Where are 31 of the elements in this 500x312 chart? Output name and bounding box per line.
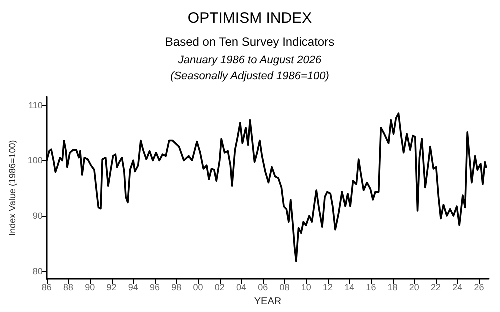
x-tick-label: 00 <box>193 282 204 293</box>
x-tick-label: 16 <box>366 282 376 293</box>
chart-subtitle: Based on Ten Survey Indicators <box>165 35 335 49</box>
x-tick-label: 02 <box>214 282 225 293</box>
y-axis-title: Index Value (1986=100) <box>8 140 18 236</box>
x-tick-label: 24 <box>452 282 463 293</box>
y-tick-label: 110 <box>28 100 43 110</box>
x-tick-label: 14 <box>344 282 355 293</box>
x-tick-label: 10 <box>301 282 312 293</box>
x-tick-label: 26 <box>474 282 484 293</box>
x-tick-label: 92 <box>106 282 117 293</box>
x-tick-label: 96 <box>150 282 160 293</box>
x-tick-label: 94 <box>128 282 138 293</box>
x-tick-label: 22 <box>431 282 442 293</box>
x-tick-label: 90 <box>85 282 96 293</box>
x-tick-label: 88 <box>64 282 74 293</box>
x-tick-label: 86 <box>42 282 52 293</box>
y-tick-label: 80 <box>32 266 43 276</box>
x-tick-label: 12 <box>322 282 333 293</box>
text: (Seasonally Adjusted 1986=100) <box>170 70 330 82</box>
y-tick-label: 100 <box>28 156 43 166</box>
x-tick-label: 08 <box>280 282 290 293</box>
y-tick-label: 90 <box>32 211 43 221</box>
x-tick-label: 20 <box>409 282 420 293</box>
x-axis-title: YEAR <box>254 296 282 308</box>
x-tick-label: 18 <box>388 282 398 293</box>
text: January 1986 to August 2026 <box>177 54 323 66</box>
x-tick-label: 06 <box>258 282 268 293</box>
x-tick-label: 98 <box>172 282 182 293</box>
chart-title: OPTIMISM INDEX <box>188 10 312 27</box>
x-tick-label: 04 <box>236 282 246 293</box>
